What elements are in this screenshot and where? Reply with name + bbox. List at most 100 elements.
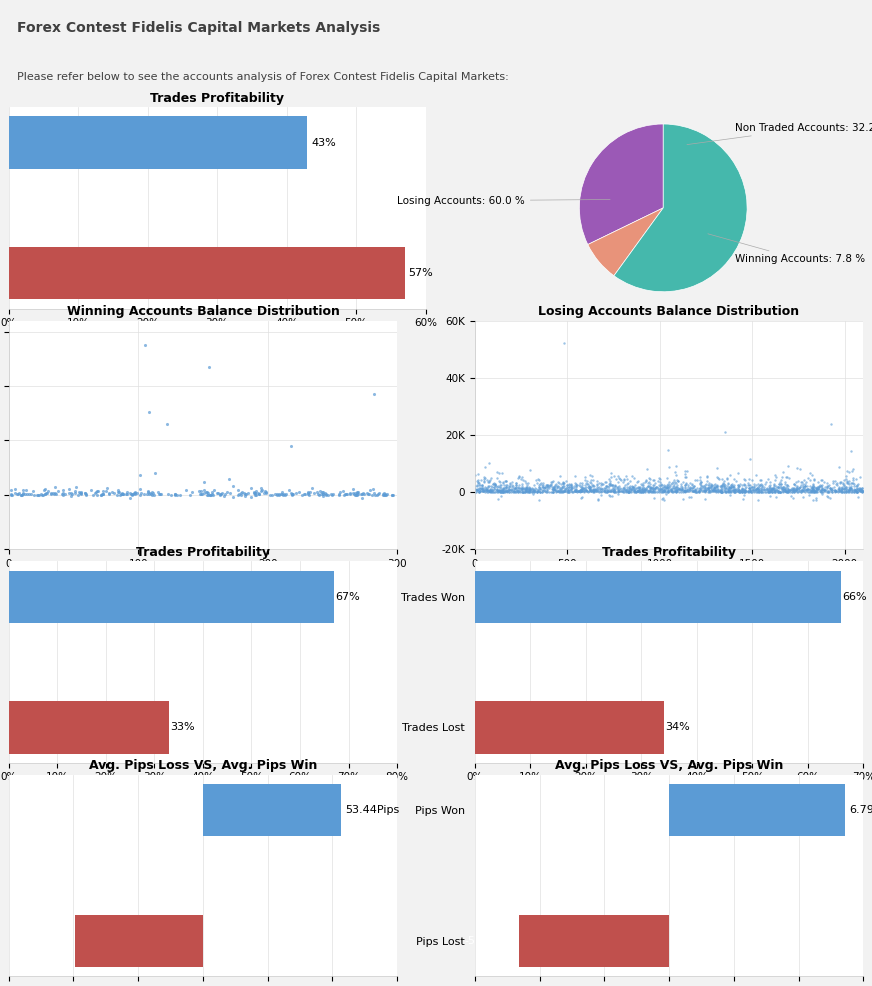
Point	[612, 483, 626, 499]
Point	[775, 482, 789, 498]
Point	[844, 481, 858, 497]
Point	[834, 475, 848, 491]
Point	[757, 482, 771, 498]
Point	[154, 486, 168, 502]
Point	[536, 479, 550, 495]
Point	[768, 484, 782, 500]
Point	[698, 479, 712, 495]
Point	[740, 475, 754, 491]
Point	[568, 478, 582, 494]
Point	[817, 474, 831, 490]
Point	[685, 482, 698, 498]
Point	[515, 472, 529, 488]
Point	[44, 485, 58, 501]
Point	[694, 478, 708, 494]
Point	[780, 481, 794, 497]
Point	[655, 484, 669, 500]
Point	[494, 484, 508, 500]
Point	[577, 481, 591, 497]
Point	[613, 471, 627, 487]
Point	[257, 485, 271, 501]
Point	[671, 473, 685, 489]
Point	[754, 483, 768, 499]
Point	[620, 482, 634, 498]
Point	[579, 482, 593, 498]
Point	[796, 482, 810, 498]
Point	[841, 484, 855, 500]
Point	[586, 483, 600, 499]
Point	[500, 483, 514, 499]
Point	[754, 478, 768, 494]
Point	[597, 482, 611, 498]
Point	[839, 471, 853, 487]
Point	[574, 481, 588, 497]
Point	[594, 480, 608, 496]
Point	[546, 479, 560, 495]
Point	[491, 484, 505, 500]
Point	[759, 474, 773, 490]
Point	[523, 481, 537, 497]
Point	[735, 481, 749, 497]
Point	[613, 480, 627, 496]
Point	[715, 482, 729, 498]
Point	[475, 483, 489, 499]
Point	[480, 480, 494, 496]
Point	[533, 483, 547, 499]
Point	[594, 487, 608, 503]
Point	[845, 483, 859, 499]
Point	[640, 482, 654, 498]
Point	[51, 483, 65, 499]
Point	[296, 487, 310, 503]
Point	[544, 476, 558, 492]
Point	[668, 481, 682, 497]
Point	[600, 484, 614, 500]
Point	[521, 482, 535, 498]
Point	[477, 468, 491, 484]
Point	[849, 478, 863, 494]
Point	[643, 482, 657, 498]
Point	[603, 477, 617, 493]
Point	[664, 482, 678, 498]
Point	[554, 468, 568, 484]
Point	[499, 479, 513, 495]
Point	[545, 474, 559, 490]
Point	[545, 479, 559, 495]
Point	[556, 483, 570, 499]
Point	[610, 486, 624, 502]
Point	[694, 481, 708, 497]
Point	[685, 483, 699, 499]
Point	[203, 487, 217, 503]
Point	[589, 483, 603, 499]
Point	[532, 477, 546, 493]
Point	[569, 484, 583, 500]
Point	[16, 486, 30, 502]
Point	[665, 475, 679, 491]
Point	[821, 483, 835, 499]
Point	[631, 482, 645, 498]
Point	[248, 487, 262, 503]
Point	[549, 483, 563, 499]
Point	[738, 483, 752, 499]
Point	[767, 481, 781, 497]
Point	[661, 480, 675, 496]
Point	[731, 479, 745, 495]
Point	[668, 483, 682, 499]
Point	[601, 478, 615, 494]
Point	[502, 482, 516, 498]
Point	[492, 465, 506, 481]
Point	[643, 470, 657, 486]
Point	[779, 469, 793, 485]
Point	[483, 482, 497, 498]
Point	[669, 467, 683, 483]
Point	[38, 486, 52, 502]
Point	[133, 480, 147, 496]
Point	[494, 482, 508, 498]
Point	[338, 486, 352, 502]
Bar	[519, 915, 669, 967]
Point	[542, 478, 556, 494]
Point	[560, 477, 574, 493]
Point	[160, 416, 174, 432]
Point	[603, 473, 617, 489]
Point	[828, 483, 841, 499]
Point	[268, 486, 282, 502]
